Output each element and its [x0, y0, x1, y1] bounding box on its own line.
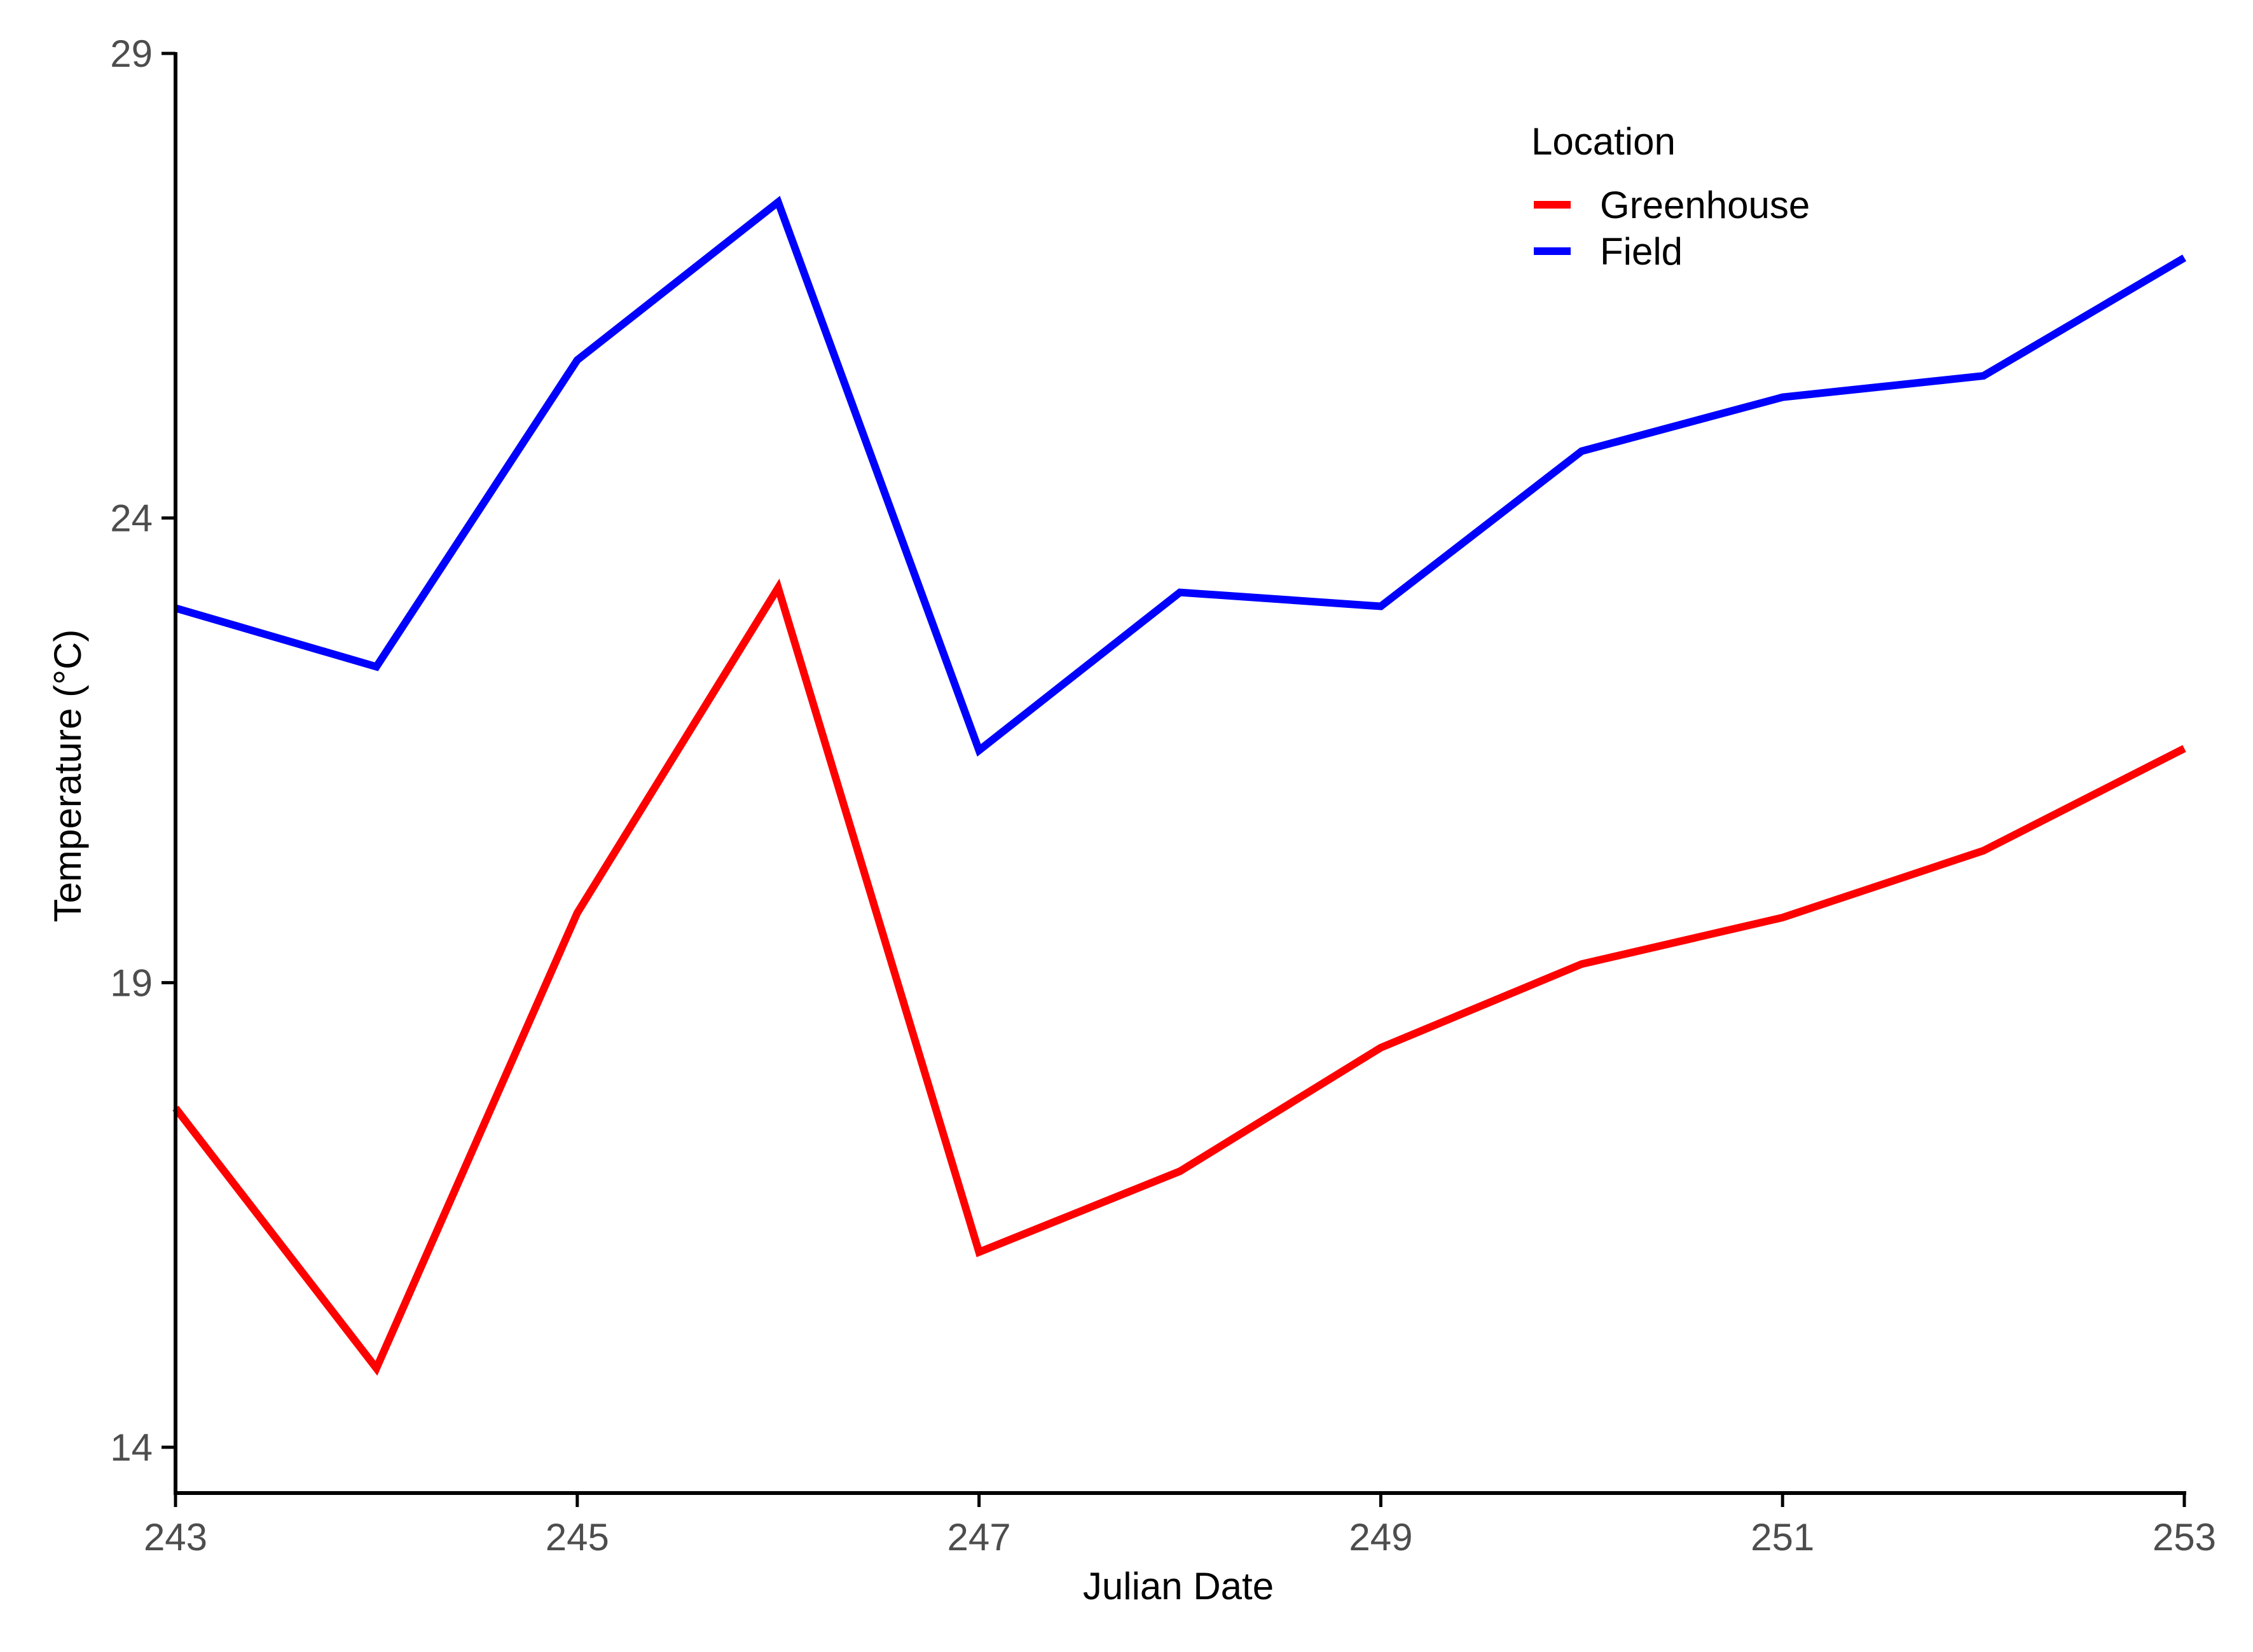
axes	[174, 52, 2186, 1495]
y-tick-label: 19	[110, 961, 153, 1004]
y-axis-ticks: 14 19 24 29	[110, 32, 176, 1469]
y-axis-title: Temperature (°C)	[46, 630, 89, 923]
x-tick-label: 253	[2153, 1516, 2216, 1559]
legend-title: Location	[1531, 120, 1676, 163]
x-tick-label: 251	[1751, 1516, 1814, 1559]
y-tick-label: 24	[110, 497, 153, 540]
x-tick-label: 243	[144, 1516, 207, 1559]
y-tick-label: 29	[110, 32, 153, 75]
legend-label-field: Field	[1600, 230, 1683, 273]
x-axis-ticks: 243 245 247 249 251 253	[144, 1493, 2216, 1559]
x-tick-label: 249	[1349, 1516, 1412, 1559]
x-tick-label: 245	[546, 1516, 609, 1559]
x-tick-label: 247	[947, 1516, 1011, 1559]
legend-label-greenhouse: Greenhouse	[1600, 184, 1810, 226]
series-line-greenhouse	[172, 578, 2186, 1376]
series-lines	[172, 195, 2187, 1376]
x-axis-title: Julian Date	[1083, 1565, 1274, 1607]
y-tick-label: 14	[110, 1426, 153, 1469]
series-line-field	[174, 195, 2187, 757]
